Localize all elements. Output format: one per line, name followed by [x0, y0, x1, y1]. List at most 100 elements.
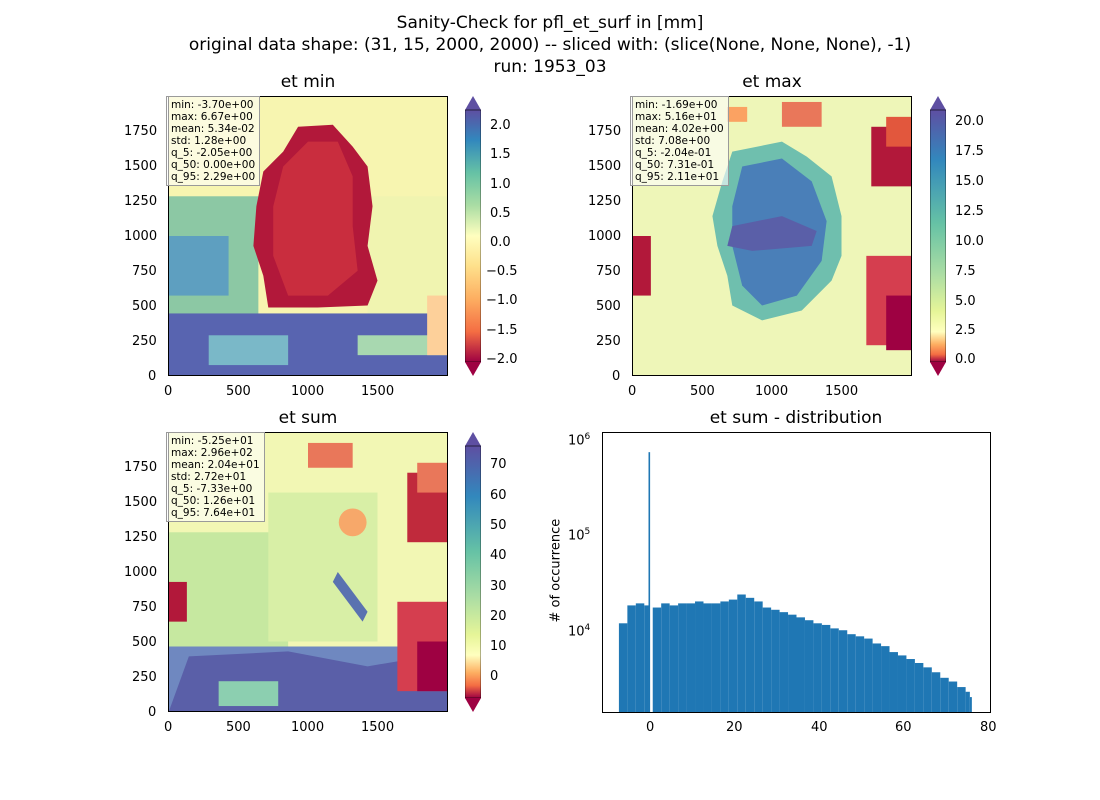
ytick-exp: 6 [584, 432, 591, 442]
hist-bar [695, 601, 704, 713]
hist-ytick: 105 [568, 527, 590, 543]
cbar-tick: 10.0 [955, 234, 984, 249]
tick-label: 1250 [588, 194, 622, 209]
ytick-base: 10 [568, 528, 585, 544]
et-min-colorbar [465, 96, 481, 376]
tick-label: 750 [132, 264, 157, 279]
hist-bar [872, 643, 882, 713]
hist-bar [897, 655, 907, 713]
hist-bar [618, 623, 628, 713]
tick-label: 0 [148, 705, 157, 720]
hist-ytick: 104 [568, 623, 590, 639]
hist-bar [796, 617, 805, 713]
stat-line: q_5: -2.04e-01 [635, 147, 712, 159]
cbar-tick: 40 [490, 548, 507, 563]
cbar-tick: −0.5 [486, 264, 518, 279]
et-sum-map[interactable] [168, 432, 448, 712]
cbar-tick: 60 [490, 488, 507, 503]
cbar-tick: 2.5 [955, 323, 976, 338]
hist-xtick: 60 [895, 720, 912, 735]
tick-label: 1000 [291, 384, 325, 399]
cbar-tick: 30 [490, 579, 507, 594]
hist-bar [881, 646, 890, 713]
et-sum-title: et sum [278, 408, 338, 428]
stat-line: q_5: -2.05e+00 [171, 147, 253, 159]
cbar-tick: 0.0 [955, 352, 976, 367]
hist-bar [661, 603, 670, 713]
tick-label: 1000 [588, 229, 622, 244]
et-max-stats-box: min: -1.69e+00 max: 5.16e+01 mean: 4.02e+0… [630, 96, 729, 186]
cbar-tick: 0 [490, 669, 499, 684]
ytick-base: 10 [568, 433, 585, 449]
stat-line: max: 5.16e+01 [635, 111, 717, 123]
cbar-tick: −1.0 [486, 293, 518, 308]
et-min-map[interactable] [168, 96, 448, 376]
hist-bar [703, 603, 712, 713]
et-min-stats-box: min: -3.70e+00 max: 6.67e+00 mean: 5.34e-0… [166, 96, 261, 186]
tick-label: 1000 [124, 565, 158, 580]
stat-line: min: -1.69e+00 [635, 99, 718, 111]
ytick-exp: 5 [584, 527, 591, 537]
cbar-tick: 50 [490, 518, 507, 533]
hist-bar [627, 605, 636, 713]
stat-line: max: 2.96e+02 [171, 447, 253, 459]
cbar-tick: 7.5 [955, 264, 976, 279]
tick-label: 500 [132, 635, 157, 650]
hist-xtick: 40 [811, 720, 828, 735]
tick-label: 1500 [124, 159, 158, 174]
hist-bar [779, 612, 789, 713]
hist-bar [969, 697, 972, 713]
stat-line: std: 2.72e+01 [171, 471, 247, 483]
hist-bar [914, 662, 924, 713]
hist-bar [855, 636, 865, 713]
stat-line: q_50: 1.26e+01 [171, 495, 256, 507]
stat-line: min: -3.70e+00 [171, 99, 254, 111]
tick-label: 0 [148, 369, 157, 384]
tick-label: 0 [628, 384, 637, 399]
tick-label: 1500 [588, 159, 622, 174]
tick-label: 1500 [124, 495, 158, 510]
hist-xtick: 0 [646, 720, 655, 735]
stat-line: min: -5.25e+01 [171, 435, 254, 447]
hist-chart[interactable] [602, 432, 991, 713]
hist-xtick: 80 [980, 720, 997, 735]
tick-label: 250 [132, 334, 157, 349]
hist-bar [720, 601, 729, 713]
tick-label: 1500 [361, 384, 395, 399]
stat-line: mean: 4.02e+00 [635, 123, 724, 135]
tick-label: 500 [226, 384, 251, 399]
hist-bar [864, 638, 873, 713]
cbar-tick: −1.5 [486, 323, 518, 338]
hist-bar [906, 659, 915, 713]
hist-bar [678, 603, 687, 713]
stat-line: std: 1.28e+00 [171, 135, 247, 147]
stat-line: mean: 5.34e-02 [171, 123, 255, 135]
stat-line: q_5: -7.33e+00 [171, 483, 253, 495]
hist-bar [948, 681, 958, 713]
hist-bar [745, 597, 755, 713]
hist-bar [644, 605, 649, 713]
cbar-tick: 0.0 [490, 235, 511, 250]
tick-label: 1000 [124, 229, 158, 244]
et-sum-colorbar [465, 432, 481, 712]
hist-bar [737, 594, 746, 713]
tick-label: 750 [132, 600, 157, 615]
hist-bar [788, 614, 797, 713]
tick-label: 1750 [124, 124, 158, 139]
et-sum-heatmap [169, 433, 447, 711]
cbar-tick: 12.5 [955, 204, 984, 219]
tick-label: 1500 [361, 720, 395, 735]
tick-label: 250 [132, 670, 157, 685]
et-min-title: et min [280, 72, 336, 92]
tick-label: 0 [164, 720, 173, 735]
stat-line: q_95: 2.11e+01 [635, 171, 720, 183]
cbar-tick: 1.5 [490, 147, 511, 162]
tick-label: 1000 [755, 384, 789, 399]
stat-line: q_50: 7.31e-01 [635, 159, 715, 171]
hist-bar [830, 628, 839, 713]
tick-label: 1500 [825, 384, 859, 399]
hist-bar [686, 603, 696, 713]
hist-bar [821, 624, 831, 713]
hist-bar [652, 607, 662, 713]
cbar-tick: 17.5 [955, 144, 984, 159]
